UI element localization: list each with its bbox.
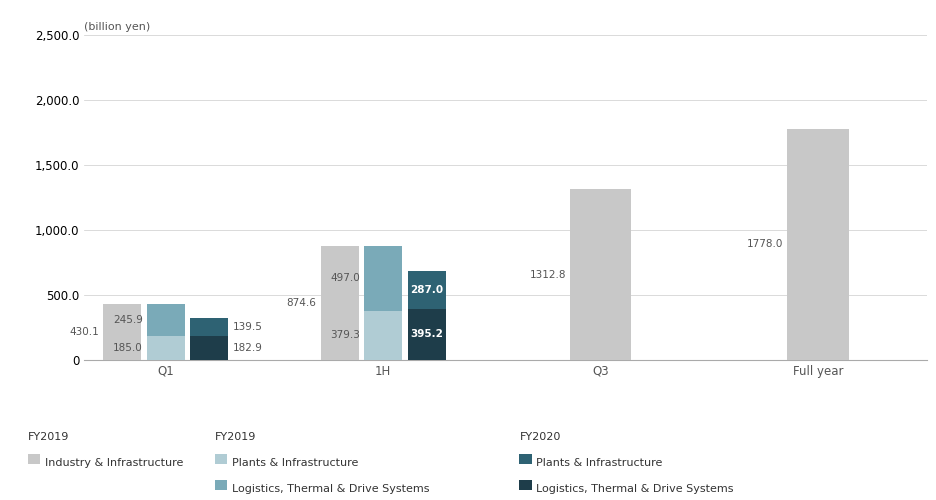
Bar — [190, 336, 228, 360]
Text: 287.0: 287.0 — [410, 285, 444, 295]
Text: Plants & Infrastructure: Plants & Infrastructure — [536, 458, 663, 468]
Text: 430.1: 430.1 — [69, 327, 99, 337]
Text: (billion yen): (billion yen) — [84, 22, 151, 32]
Bar — [407, 308, 446, 360]
Bar — [364, 246, 402, 310]
Text: 497.0: 497.0 — [330, 274, 360, 283]
Text: Logistics, Thermal & Drive Systems: Logistics, Thermal & Drive Systems — [536, 484, 734, 494]
Bar — [364, 310, 402, 360]
Text: 139.5: 139.5 — [232, 322, 262, 332]
Text: FY2019: FY2019 — [215, 432, 256, 442]
Bar — [103, 304, 141, 360]
Text: 1778.0: 1778.0 — [747, 240, 783, 250]
Bar — [407, 272, 446, 308]
Text: 182.9: 182.9 — [232, 343, 262, 353]
Bar — [190, 318, 228, 336]
Text: 245.9: 245.9 — [113, 315, 142, 325]
Text: 1312.8: 1312.8 — [530, 270, 566, 280]
Text: Logistics, Thermal & Drive Systems: Logistics, Thermal & Drive Systems — [232, 484, 430, 494]
Bar — [147, 304, 184, 336]
Bar — [787, 129, 849, 360]
Text: Industry & Infrastructure: Industry & Infrastructure — [45, 458, 183, 468]
Text: FY2020: FY2020 — [519, 432, 561, 442]
Text: 379.3: 379.3 — [330, 330, 360, 340]
Text: 185.0: 185.0 — [113, 343, 142, 353]
Bar — [570, 190, 631, 360]
Text: FY2019: FY2019 — [28, 432, 69, 442]
Text: Plants & Infrastructure: Plants & Infrastructure — [232, 458, 358, 468]
Bar — [147, 336, 184, 360]
Text: 874.6: 874.6 — [286, 298, 316, 308]
Text: 395.2: 395.2 — [410, 330, 443, 340]
Bar — [321, 246, 358, 360]
